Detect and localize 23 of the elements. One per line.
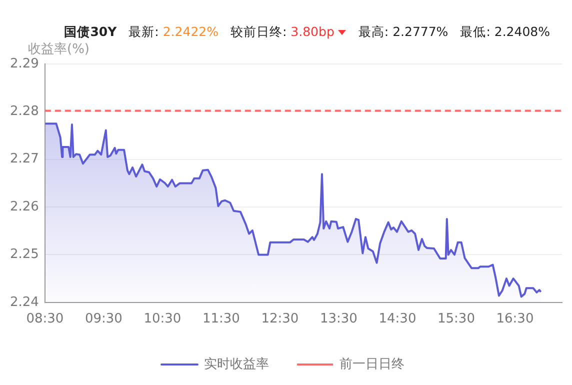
x-tick-label: 09:30 (84, 312, 122, 327)
x-tick-label: 10:30 (144, 312, 182, 327)
x-tick-label: 15:30 (438, 312, 475, 327)
y-tick-label: 2.26 (10, 199, 39, 214)
y-tick-label: 2.29 (10, 56, 39, 72)
text: 最高: 2.2777% (358, 24, 448, 39)
x-tick-label: 08:30 (26, 312, 64, 327)
y-tick-label: 2.28 (10, 104, 39, 120)
x-tick-label: 11:30 (202, 312, 240, 327)
chart-title: 国债30Y (64, 24, 117, 39)
text: 最新: 2.2422% (128, 24, 218, 39)
x-tick-label: 16:30 (496, 312, 534, 327)
y-tick-label: 2.27 (10, 152, 39, 167)
y-tick-label: 2.25 (10, 247, 39, 262)
y-tick-label: 2.24 (10, 294, 39, 310)
legend-label: 实时收益率 (204, 356, 269, 372)
text: 较前日终: 3.80bp (230, 24, 334, 39)
text: 最低: 2.2408% (460, 24, 550, 39)
y-axis-title: 收益率(%) (28, 40, 90, 57)
legend-label: 前一日日终 (340, 356, 404, 372)
x-tick-label: 12:30 (261, 312, 299, 327)
x-tick-label: 14:30 (378, 312, 416, 327)
x-tick-label: 13:30 (320, 312, 358, 327)
